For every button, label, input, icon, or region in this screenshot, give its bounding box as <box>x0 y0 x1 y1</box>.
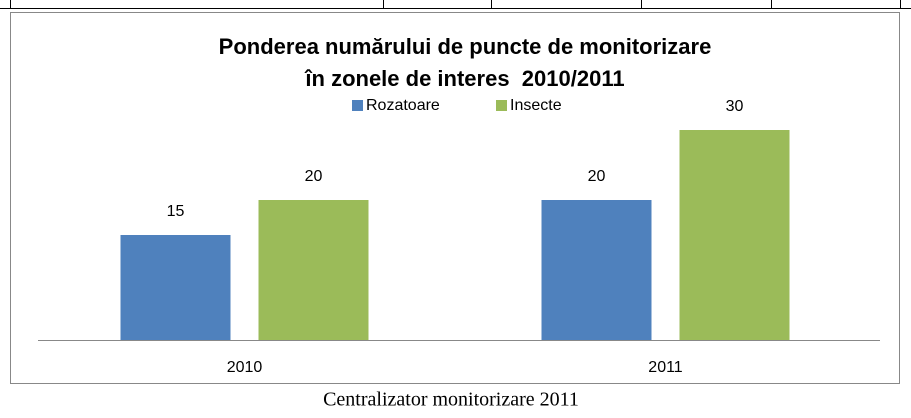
bar <box>541 200 652 340</box>
legend-label: Rozatoare <box>366 97 440 114</box>
bar <box>258 200 369 340</box>
chart-title: Ponderea numărului de puncte de monitori… <box>219 34 712 91</box>
bar <box>120 235 231 340</box>
bar <box>679 130 790 340</box>
x-tick-label: 2010 <box>227 359 263 376</box>
legend-swatch <box>496 100 507 111</box>
legend-swatch <box>352 100 363 111</box>
value-label: 30 <box>726 98 744 115</box>
value-label: 20 <box>588 168 606 185</box>
value-label: 15 <box>167 203 185 220</box>
table-fragment <box>0 0 911 9</box>
x-tick-label: 2011 <box>648 359 683 376</box>
caption: Centralizator monitorizare 2011 <box>323 389 579 411</box>
legend-label: Insecte <box>510 97 562 114</box>
value-label: 20 <box>305 168 323 185</box>
